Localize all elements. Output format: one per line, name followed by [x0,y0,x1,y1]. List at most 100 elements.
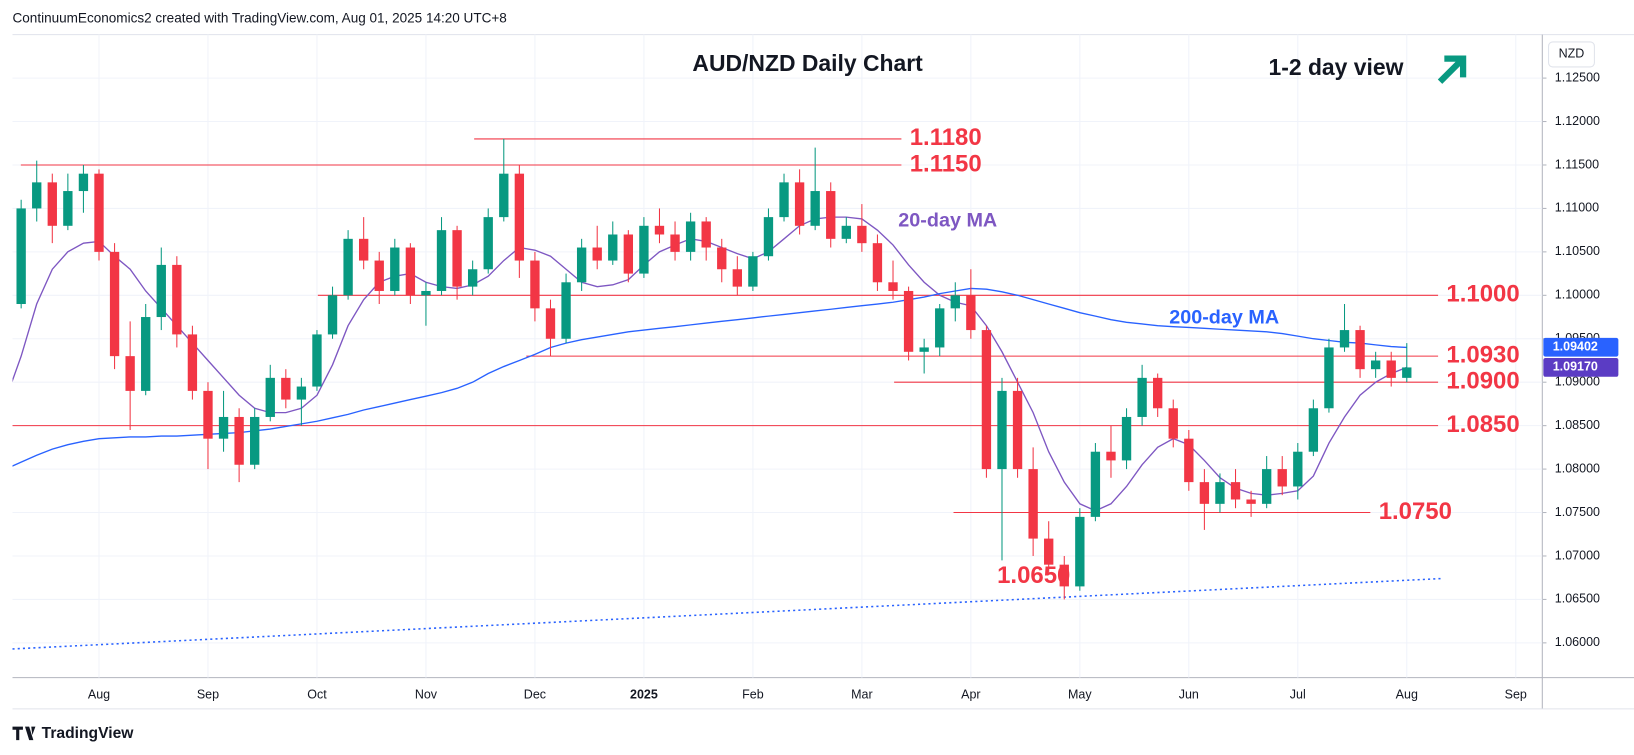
candle-body [1075,516,1085,587]
x-tick-label: Oct [307,688,327,702]
level-label: 1.1150 [910,150,982,177]
brand: TradingView [42,725,135,742]
x-tick-label: Jun [1179,688,1199,702]
candle-body [1106,451,1116,461]
candle-body [732,269,742,287]
candle-body [623,234,634,274]
candle-body [810,191,820,226]
candle-body [1324,347,1334,409]
currency-box[interactable] [1548,41,1595,68]
candle-body [203,390,213,439]
candle-body [966,295,976,331]
credit: ContinuumEconomics2 created with Trading… [13,11,507,26]
candle-body [779,182,789,218]
candle-body [654,225,665,235]
candle-body [467,269,478,287]
x-tick-label: Aug [88,688,110,702]
candle-body [1153,377,1163,409]
candle-body [981,330,992,470]
candle-body [63,191,73,226]
y-tick-label: 1.10500 [1555,244,1600,258]
level-label: 1.0900 [1446,368,1519,395]
candle-body [561,282,571,339]
candle-body [94,173,104,252]
candle-body [717,247,727,270]
candle-body [1184,438,1194,483]
x-tick-label: Sep [197,688,219,702]
candle-body [1090,451,1101,517]
y-tick-label: 1.09000 [1555,375,1600,389]
candle-body [1339,330,1350,348]
candle-body [794,182,805,226]
x-tick-label: Nov [415,688,438,702]
candle-body [250,416,260,465]
candle-body [265,377,275,417]
candle-body [47,182,57,226]
candle-body [483,217,493,270]
candle-body [545,308,556,339]
candle-body [872,243,883,283]
candle-body [187,334,198,391]
view-arrow [1437,55,1467,84]
candle-body [1293,451,1303,487]
candle-body [903,290,914,352]
view-label: 1-2 day view [1268,54,1403,80]
candle-body [374,260,384,291]
candle-body [1028,469,1038,539]
price-label: 1.09402 [1553,340,1598,354]
candle-body [1261,469,1272,504]
level-label: 1.1180 [910,124,982,151]
candle-body [343,238,353,296]
candle-body [1277,469,1287,487]
candle-body [125,356,135,391]
candle-body [592,247,602,261]
candle-body [436,230,447,291]
x-tick-label: Jul [1290,688,1306,702]
x-tick-label: Feb [742,688,764,702]
price-label: 1.09170 [1553,360,1598,374]
candle-body [1230,482,1241,500]
y-tick-label: 1.12500 [1555,70,1600,84]
plot-area [12,138,1442,650]
y-tick-label: 1.11500 [1555,157,1599,171]
candle-body [78,173,89,192]
candle-body [826,191,836,239]
y-tick-label: 1.08000 [1555,461,1600,475]
y-tick-label: 1.08500 [1555,418,1600,432]
candle-body [1137,377,1147,417]
candle-body [296,386,307,400]
level-label: 1.0930 [1446,341,1519,368]
currency[interactable]: NZD [1559,47,1585,61]
candle-body [327,295,338,335]
candle-body [312,334,322,387]
candle-body [1308,408,1319,452]
candle-body [639,225,649,274]
y-tick-label: 1.12000 [1555,114,1600,128]
candle-body [935,308,945,348]
ma-line [12,216,1408,512]
candle-body [1355,330,1365,370]
candle-body [1044,538,1054,565]
candle-body [670,234,680,252]
trendline [12,577,1442,650]
x-tick-label: Mar [851,688,873,702]
candle-body [1246,499,1256,504]
candle-body [499,173,509,218]
candle-body [1012,390,1023,470]
candle-body [701,221,711,248]
candle-body [358,238,369,261]
candle-body [950,295,960,309]
candle-body [1370,360,1381,370]
candle-body [576,247,587,283]
candle-body [1215,482,1225,504]
brand-logo [12,726,36,741]
axes: 1.06000 1.06500 1.07000 1.07500 1.08000 1.085… [88,70,1619,702]
candle-body [857,225,867,244]
chart-title: AUD/NZD Daily Chart [692,50,923,76]
x-tick-label: Dec [524,688,546,702]
candle-body [1199,482,1210,504]
candle-body [530,260,540,309]
